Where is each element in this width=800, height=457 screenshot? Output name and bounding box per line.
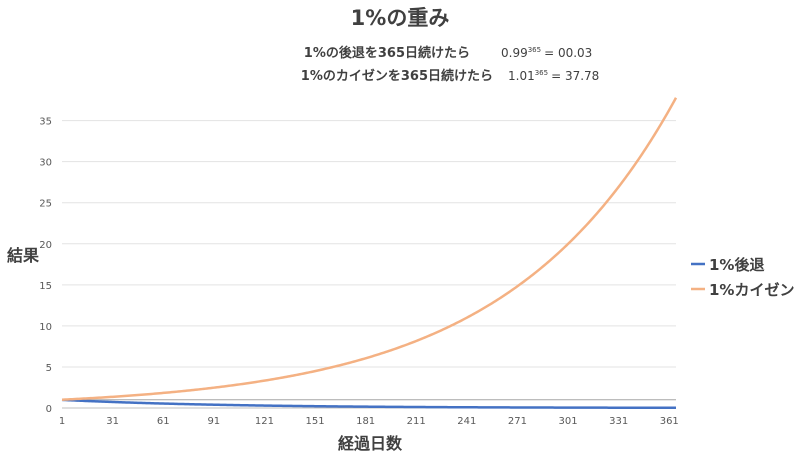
x-tick-label-4: 121 bbox=[255, 416, 274, 427]
annotation-regress: 1%の後退を365日続けたら 0.99365 = 00.03 bbox=[304, 45, 593, 61]
y-axis-title: 結果 bbox=[7, 246, 39, 265]
x-tick-label-2: 61 bbox=[157, 416, 170, 427]
x-tick-label-9: 271 bbox=[508, 416, 527, 427]
annotation-improve: 1%のカイゼンを365日続けたら 1.01365 = 37.78 bbox=[301, 68, 600, 84]
y-axis-ticks: 0 5 10 15 20 25 30 35 bbox=[39, 117, 52, 415]
x-tick-label-3: 91 bbox=[207, 416, 220, 427]
annotation-regress-exponent: 365 bbox=[528, 46, 541, 54]
y-tick-label-4: 20 bbox=[39, 240, 52, 251]
annotation-regress-label: 1%の後退を365日続けたら bbox=[304, 45, 470, 61]
x-tick-label-7: 211 bbox=[407, 416, 426, 427]
y-tick-label-1: 5 bbox=[46, 363, 52, 374]
y-tick-label-0: 0 bbox=[46, 404, 52, 415]
annotation-regress-result: = 00.03 bbox=[544, 46, 592, 60]
y-tick-label-3: 15 bbox=[39, 281, 52, 292]
x-tick-label-6: 181 bbox=[356, 416, 375, 427]
y-tick-label-2: 10 bbox=[39, 322, 52, 333]
y-tick-label-6: 30 bbox=[39, 158, 52, 169]
x-axis-title: 経過日数 bbox=[338, 434, 403, 453]
annotation-improve-exponent: 365 bbox=[535, 69, 548, 77]
x-axis-ticks: 1 31 61 91 121 151 181 211 241 271 301 331 361 bbox=[59, 416, 679, 427]
annotation-improve-formula: 1.01365 = 37.78 bbox=[508, 69, 599, 83]
annotation-improve-result: = 37.78 bbox=[551, 69, 599, 83]
legend-item-regress: 1%後退 bbox=[691, 256, 764, 274]
x-tick-label-5: 151 bbox=[305, 416, 324, 427]
annotation-improve-base: 1.01 bbox=[508, 69, 535, 83]
series-line-improve bbox=[61, 97, 678, 401]
y-tick-label-7: 35 bbox=[39, 117, 52, 128]
x-tick-label-10: 301 bbox=[558, 416, 577, 427]
annotation-regress-base: 0.99 bbox=[501, 46, 528, 60]
gridlines bbox=[62, 120, 676, 409]
x-tick-label-1: 31 bbox=[106, 416, 119, 427]
annotation-regress-formula: 0.99365 = 00.03 bbox=[501, 46, 592, 60]
y-tick-label-5: 25 bbox=[39, 199, 52, 210]
legend-label-improve: 1%カイゼン bbox=[709, 281, 794, 299]
chart-title: 1%の重み bbox=[351, 6, 450, 30]
x-tick-label-11: 331 bbox=[609, 416, 628, 427]
x-tick-label-8: 241 bbox=[457, 416, 476, 427]
plot-lines bbox=[61, 97, 678, 410]
x-tick-label-12: 361 bbox=[660, 416, 679, 427]
legend-label-regress: 1%後退 bbox=[709, 256, 764, 274]
series-line-regress bbox=[61, 398, 676, 410]
legend: 1%後退 1%カイゼン bbox=[691, 256, 794, 299]
legend-item-improve: 1%カイゼン bbox=[691, 281, 794, 299]
annotation-improve-label: 1%のカイゼンを365日続けたら bbox=[301, 68, 493, 84]
x-tick-label-0: 1 bbox=[59, 416, 65, 427]
